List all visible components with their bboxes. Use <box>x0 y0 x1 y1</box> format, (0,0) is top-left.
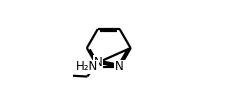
Text: N: N <box>94 56 103 69</box>
Text: N: N <box>115 60 124 73</box>
Text: H₂N: H₂N <box>76 60 98 73</box>
